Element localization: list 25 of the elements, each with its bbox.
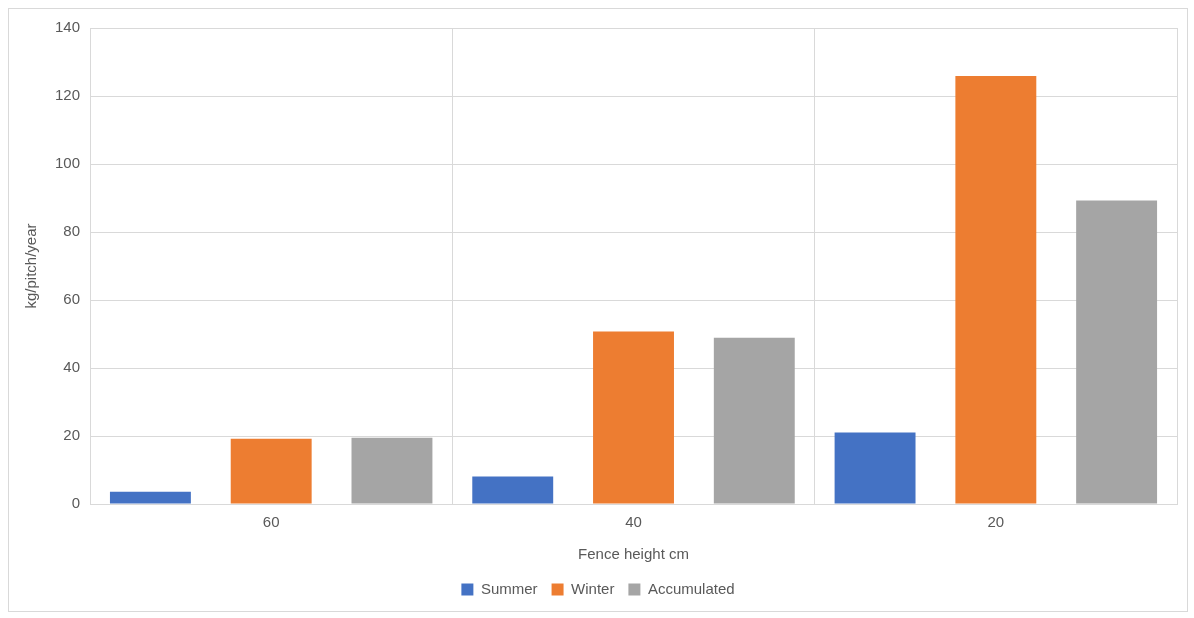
bar	[351, 437, 433, 504]
bar	[834, 432, 916, 504]
legend-label: Summer	[480, 579, 538, 597]
y-tick-label: 80	[63, 222, 81, 240]
x-tick-label: 20	[987, 513, 1005, 531]
y-tick-label: 120	[55, 86, 81, 104]
bar	[109, 491, 191, 504]
y-tick-label: 0	[71, 494, 81, 512]
y-tick-label: 40	[63, 358, 81, 376]
y-tick-label: 60	[63, 290, 81, 308]
bar	[955, 75, 1037, 504]
x-tick-label: 60	[262, 513, 280, 531]
x-tick-label: 40	[625, 513, 642, 531]
legend-label: Winter	[571, 579, 615, 597]
bar	[713, 337, 795, 504]
y-axis-title: kg/pitch/year	[22, 223, 40, 309]
y-tick-label: 140	[55, 18, 81, 36]
bar	[593, 331, 674, 504]
bar	[1076, 200, 1158, 504]
y-tick-label: 20	[63, 426, 81, 444]
y-tick-label: 100	[55, 154, 81, 172]
x-axis-title: Fence height cm	[578, 545, 689, 563]
legend-label: Accumulated	[647, 579, 735, 597]
bar	[472, 476, 554, 504]
bar	[230, 438, 312, 504]
